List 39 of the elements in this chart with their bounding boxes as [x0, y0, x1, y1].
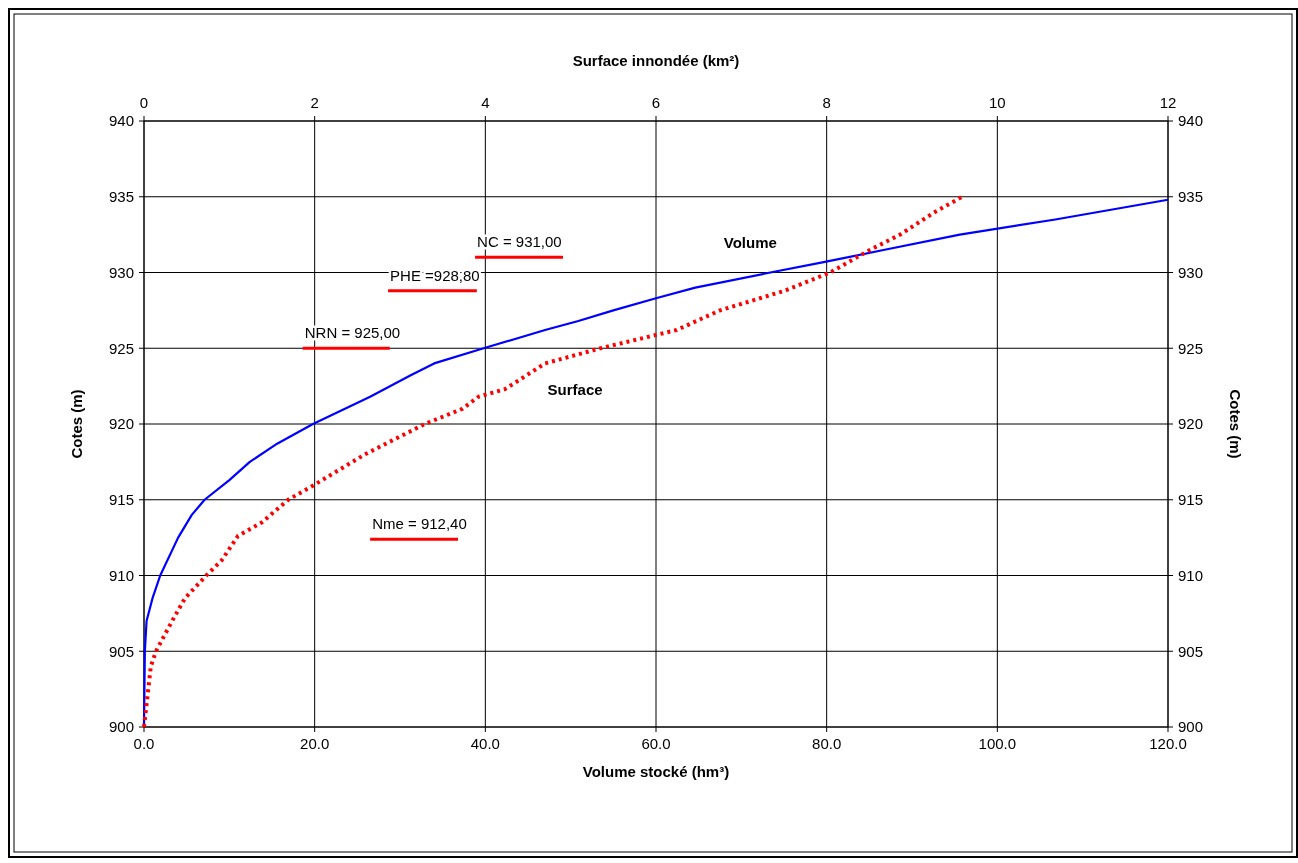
y2-tick-label: 905: [1178, 642, 1204, 660]
x2-tick-label: 6: [651, 94, 661, 111]
y2-tick-label: 910: [1178, 566, 1204, 584]
x2-tick-label: 10: [988, 94, 1006, 111]
y2-tick-label: 925: [1178, 339, 1204, 357]
y-axis-title: Cotes (m): [68, 389, 85, 459]
x2-tick-label: 8: [822, 94, 831, 111]
y-tick-label: 925: [108, 339, 134, 357]
x2-tick-label: 4: [481, 94, 490, 111]
x-tick-label: 0.0: [133, 735, 155, 752]
y-tick-label: 900: [108, 718, 134, 736]
y-tick-label: 915: [108, 491, 134, 508]
x-tick-label: 20.0: [300, 735, 330, 752]
x2-axis-title: Surface innondée (km²): [572, 52, 740, 69]
y2-tick-label: 940: [1178, 112, 1204, 130]
x-tick-label: 40.0: [470, 735, 500, 752]
series-label: Nme = 912,40: [372, 515, 467, 533]
x2-tick-label: 0: [139, 94, 149, 111]
series-label: Surface: [547, 381, 603, 399]
x-tick-label: 100.0: [978, 735, 1017, 752]
x2-tick-label: 12: [1159, 94, 1177, 111]
y-tick-label: 905: [108, 642, 134, 660]
x-axis-title: Volume stocké (hm³): [582, 763, 730, 780]
y2-tick-label: 900: [1178, 718, 1204, 736]
y2-tick-label: 930: [1178, 263, 1204, 281]
x-tick-label: 120.0: [1149, 735, 1187, 752]
y-tick-label: 940: [108, 112, 134, 130]
x-tick-label: 80.0: [812, 735, 842, 752]
y-tick-label: 920: [108, 415, 134, 433]
y2-axis-title: Cotes (m): [1227, 389, 1244, 459]
y2-tick-label: 915: [1178, 491, 1204, 508]
y-tick-label: 935: [108, 188, 134, 205]
y-tick-label: 930: [108, 263, 134, 281]
y-tick-label: 910: [108, 566, 134, 584]
x2-tick-label: 2: [310, 94, 319, 111]
series-label: Volume: [723, 233, 777, 251]
x-tick-label: 60.0: [641, 735, 671, 752]
y2-tick-label: 920: [1178, 415, 1204, 433]
y2-tick-label: 935: [1178, 188, 1204, 205]
